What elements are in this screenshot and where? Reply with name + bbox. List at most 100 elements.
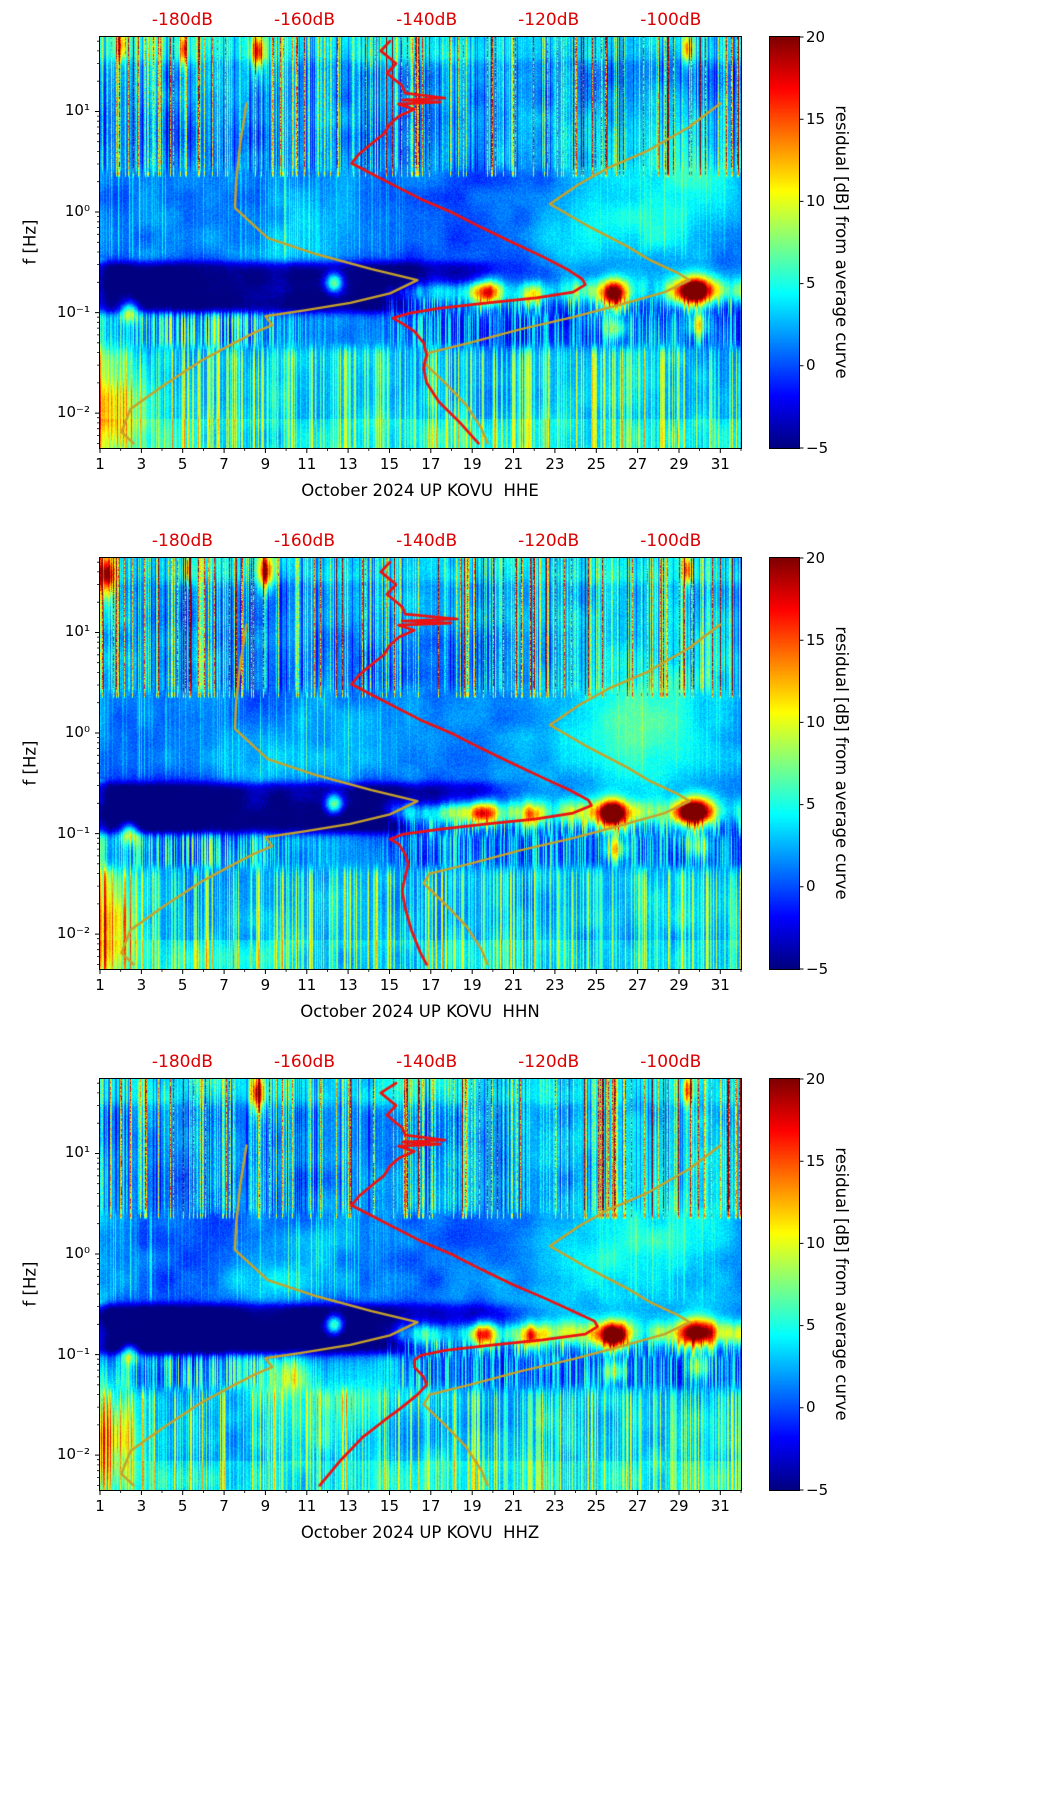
x-tick-label: 31: [710, 1497, 730, 1515]
x-tick-label: 7: [219, 455, 229, 473]
top-db-tick-label: -100dB: [640, 1052, 702, 1072]
y-tick-label: 10¹: [64, 1143, 90, 1162]
y-axis-label: f [Hz]: [20, 1261, 40, 1307]
x-tick-label: 17: [421, 1497, 441, 1515]
x-tick-label: 15: [379, 455, 400, 473]
x-tick-label: 21: [504, 455, 524, 473]
y-tick-label: 10⁻²: [56, 1445, 90, 1464]
y-tick-label: 10⁰: [64, 723, 90, 741]
y-tick-label: 10⁻²: [56, 924, 90, 943]
axis-ticks: [95, 557, 804, 974]
x-tick-label: 1: [95, 1497, 105, 1515]
y-tick-label: 10⁰: [64, 202, 90, 220]
x-tick-label: 9: [260, 455, 271, 473]
x-tick-label: 1: [95, 976, 105, 994]
x-tick-label: 13: [338, 976, 358, 994]
top-db-tick-label: -160dB: [273, 1052, 336, 1072]
y-tick-label: 10⁻¹: [56, 1344, 90, 1363]
colorbar-tick-label: 5: [806, 795, 816, 814]
colorbar-tick-label: −5: [806, 438, 829, 457]
top-db-tick-label: -160dB: [273, 531, 336, 551]
colorbar-tick-label: 15: [806, 630, 826, 649]
top-db-tick-label: -140dB: [396, 10, 458, 30]
x-tick-label: 3: [136, 1497, 147, 1515]
y-tick-label: 10¹: [64, 101, 90, 120]
x-axis-label: October 2024 UP KOVU HHZ: [300, 1523, 540, 1542]
x-tick-label: 19: [462, 976, 482, 994]
colorbar-tick-label: 0: [806, 1398, 816, 1417]
x-tick-label: 27: [628, 455, 648, 473]
spectrogram-heatmap: [100, 1079, 741, 1490]
top-db-tick-label: -140dB: [396, 531, 458, 551]
top-db-tick-label: -180dB: [151, 1052, 213, 1072]
x-tick-label: 5: [177, 976, 188, 994]
axis-ticks: [95, 1078, 804, 1495]
x-tick-label: 31: [710, 976, 730, 994]
top-db-tick-label: -100dB: [640, 531, 702, 551]
x-tick-label: 7: [219, 1497, 229, 1515]
x-tick-label: 3: [136, 455, 147, 473]
colorbar-tick-label: 10: [806, 712, 826, 731]
x-tick-label: 15: [379, 976, 400, 994]
x-tick-label: 21: [504, 976, 524, 994]
x-tick-label: 29: [669, 976, 689, 994]
top-db-tick-label: -160dB: [273, 10, 336, 30]
y-tick-label: 10¹: [64, 622, 90, 641]
x-tick-label: 27: [628, 976, 648, 994]
spectrogram-panel-hhn: -180dB -160dB -140dB -120dB -100dB 10¹ 10⁰ 10⁻…: [0, 521, 1052, 1042]
x-tick-label: 21: [504, 1497, 524, 1515]
colorbar: [770, 1079, 799, 1490]
spectrogram-panel-hhe: -180dB -160dB -140dB -120dB -100dB 10¹ 10⁰ 10⁻…: [0, 0, 1052, 521]
top-db-tick-label: -180dB: [151, 10, 213, 30]
axis-ticks: [95, 36, 804, 453]
top-db-tick-label: -140dB: [396, 1052, 458, 1072]
x-tick-label: 23: [545, 1497, 565, 1515]
x-tick-label: 5: [177, 1497, 188, 1515]
x-tick-label: 9: [260, 1497, 271, 1515]
x-tick-label: 9: [260, 976, 271, 994]
y-axis-label: f [Hz]: [20, 219, 40, 265]
x-tick-label: 7: [219, 976, 229, 994]
y-tick-label: 10⁻²: [56, 403, 90, 422]
x-axis-label: October 2024 UP KOVU HHN: [300, 1002, 540, 1021]
colorbar-tick-label: 15: [806, 1151, 826, 1170]
spectrogram-heatmap: [100, 37, 741, 448]
x-tick-label: 15: [379, 1497, 400, 1515]
x-tick-label: 23: [545, 455, 565, 473]
y-tick-label: 10⁰: [64, 1244, 90, 1262]
x-tick-label: 29: [669, 455, 689, 473]
x-axis-label: October 2024 UP KOVU HHE: [301, 481, 539, 500]
colorbar-tick-label: 10: [806, 1233, 826, 1252]
x-tick-label: 17: [421, 976, 441, 994]
colorbar-tick-label: 5: [806, 274, 816, 293]
colorbar-label: residual [dB] from average curve: [832, 105, 851, 379]
colorbar-tick-label: 15: [806, 109, 826, 128]
x-tick-label: 11: [297, 976, 317, 994]
colorbar-tick-label: 20: [806, 1069, 826, 1088]
x-tick-label: 1: [95, 455, 105, 473]
top-db-tick-label: -120dB: [518, 531, 580, 551]
x-tick-label: 25: [586, 1497, 606, 1515]
y-tick-label: 10⁻¹: [56, 302, 90, 321]
colorbar-tick-label: 5: [806, 1316, 816, 1335]
x-tick-label: 25: [586, 976, 606, 994]
spectrogram-heatmap: [100, 558, 741, 969]
colorbar-tick-label: 20: [806, 27, 826, 46]
colorbar-label: residual [dB] from average curve: [832, 626, 851, 900]
top-db-tick-label: -100dB: [640, 10, 702, 30]
x-tick-label: 5: [177, 455, 188, 473]
x-tick-label: 23: [545, 976, 565, 994]
top-db-tick-label: -120dB: [518, 10, 580, 30]
x-tick-label: 31: [710, 455, 730, 473]
colorbar-tick-label: 10: [806, 191, 826, 210]
top-db-tick-label: -120dB: [518, 1052, 580, 1072]
colorbar-tick-label: 20: [806, 548, 826, 567]
x-tick-label: 19: [462, 455, 482, 473]
x-tick-label: 11: [297, 1497, 317, 1515]
x-tick-label: 19: [462, 1497, 482, 1515]
x-tick-label: 13: [338, 1497, 358, 1515]
colorbar: [770, 37, 799, 448]
x-tick-label: 17: [421, 455, 441, 473]
x-tick-label: 3: [136, 976, 147, 994]
y-axis-label: f [Hz]: [20, 740, 40, 786]
